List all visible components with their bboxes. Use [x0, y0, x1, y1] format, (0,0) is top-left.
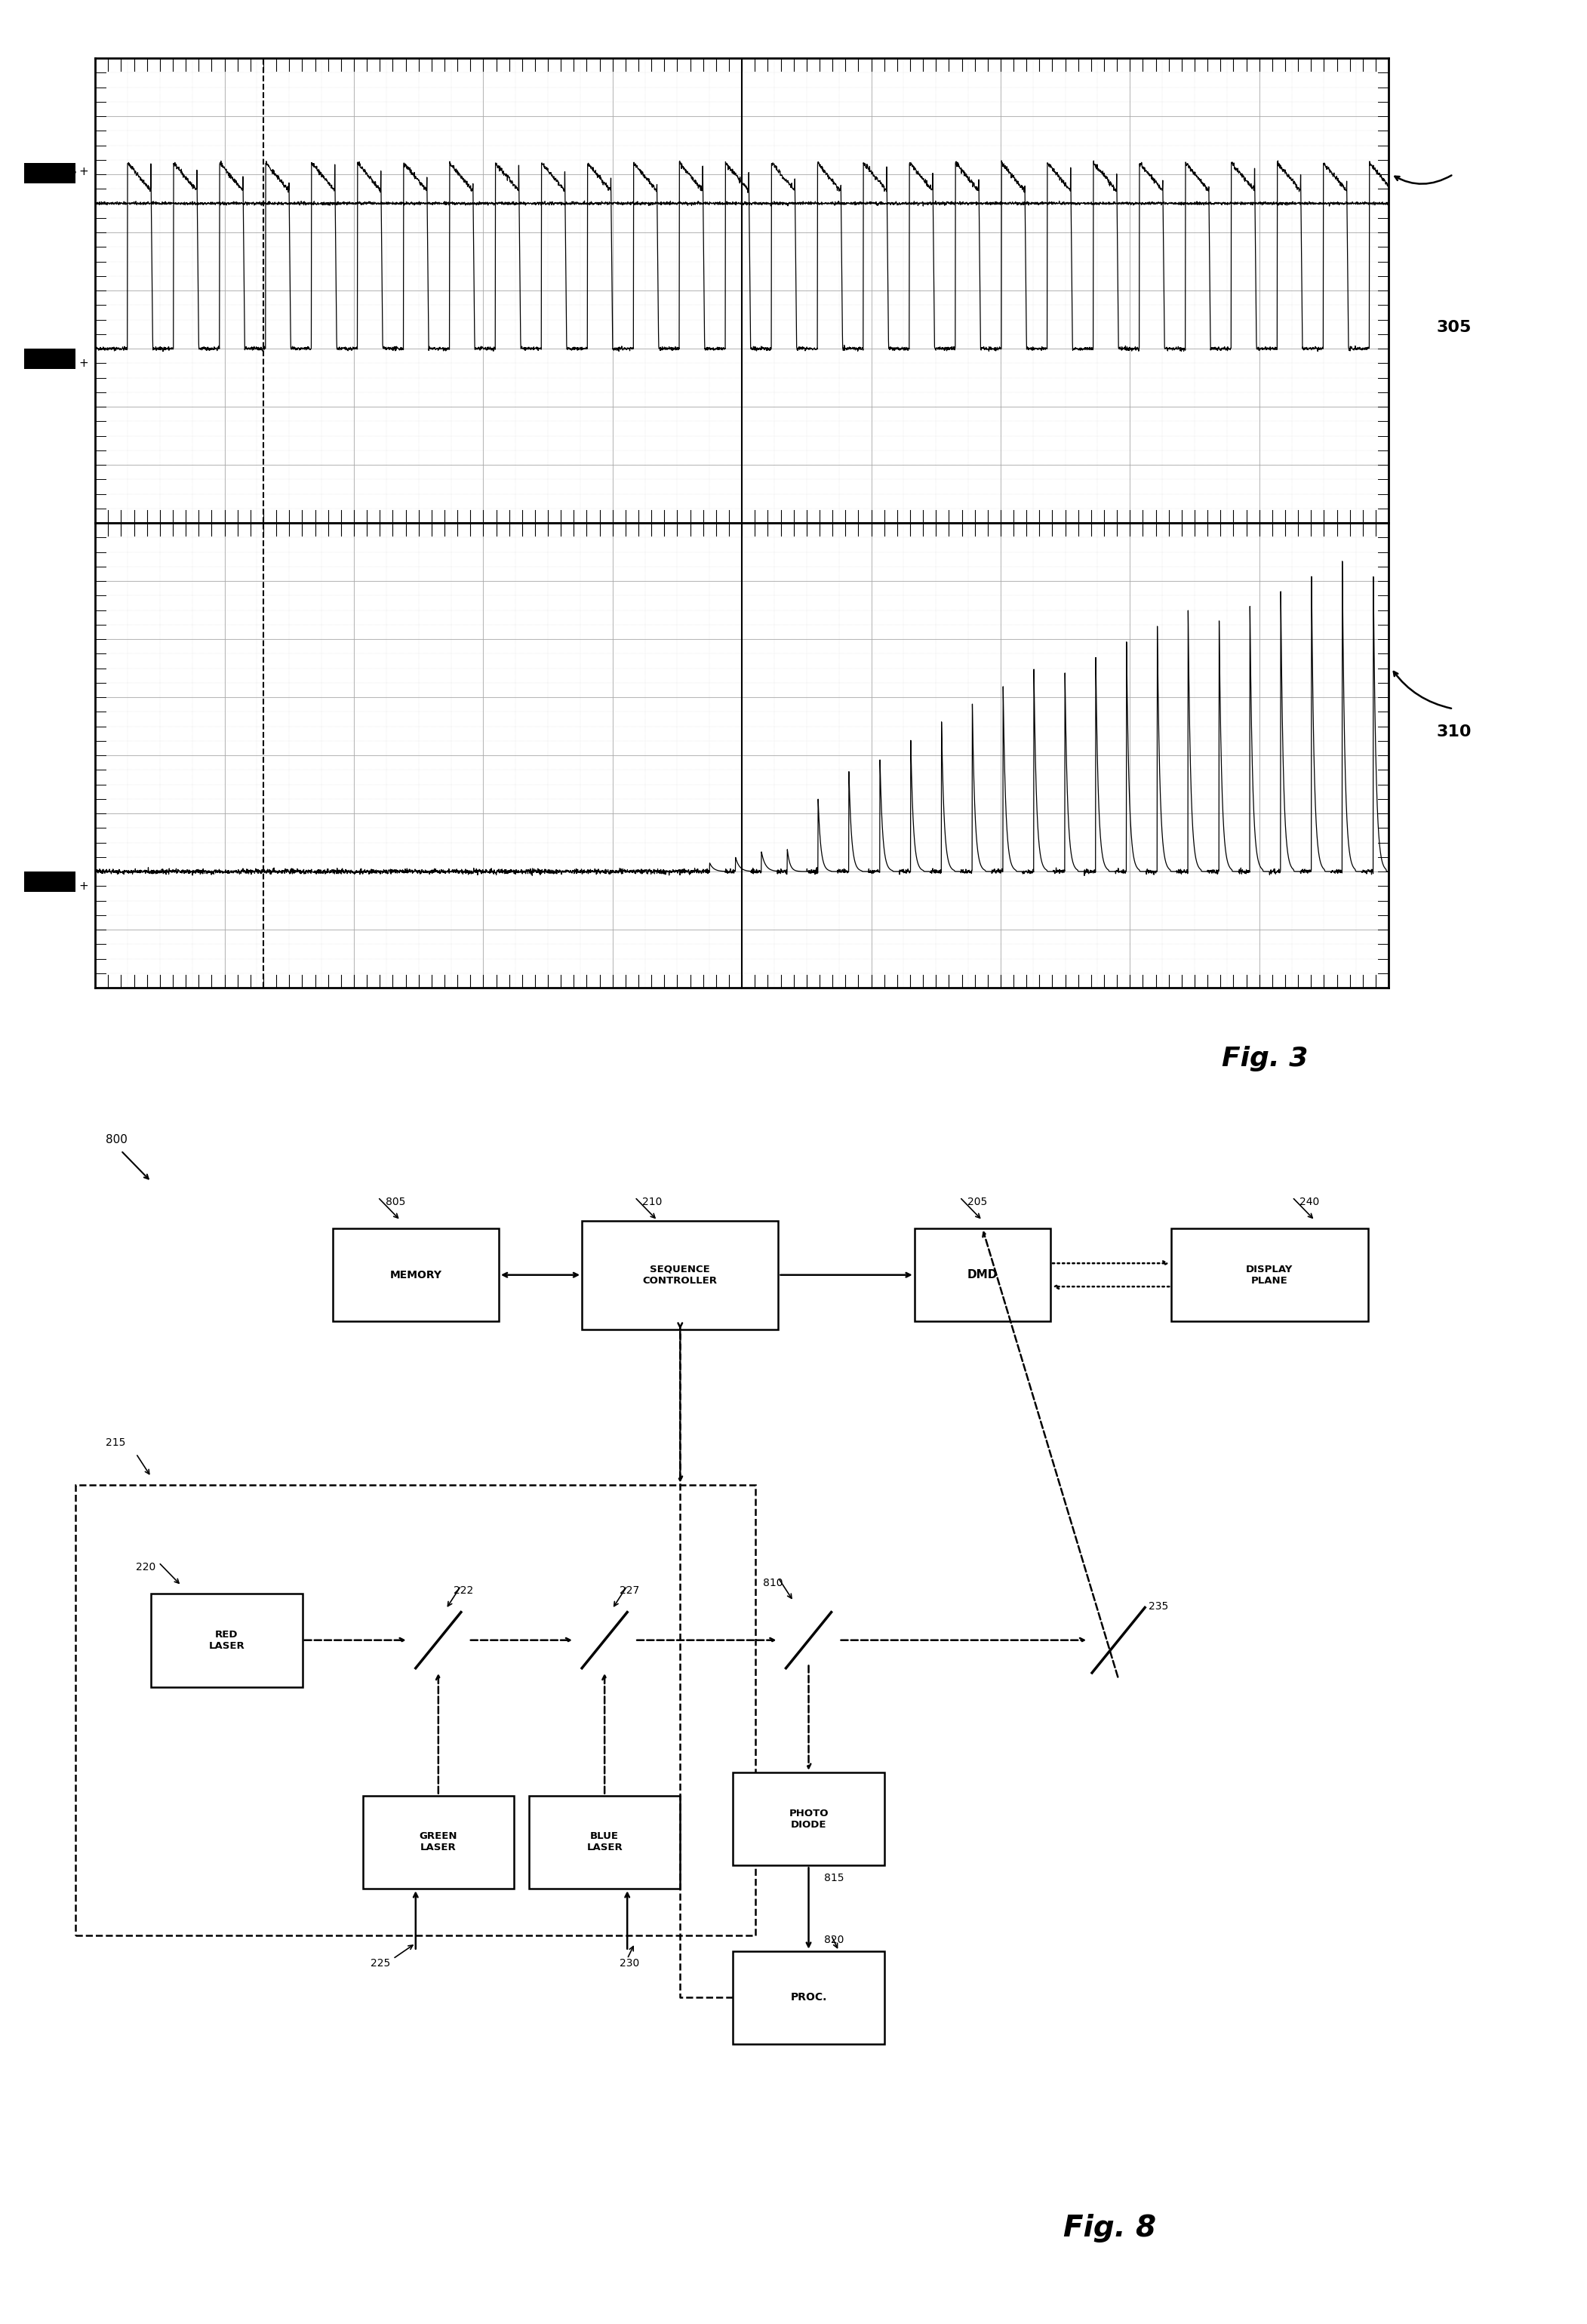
Text: 222: 222: [454, 1585, 473, 1597]
Text: PHOTO
DIODE: PHOTO DIODE: [789, 1808, 828, 1829]
Text: 235: 235: [1149, 1601, 1168, 1611]
Text: Fig. 3: Fig. 3: [1222, 1046, 1308, 1071]
Text: DISPLAY
PLANE: DISPLAY PLANE: [1246, 1264, 1293, 1285]
Text: 225: 225: [370, 1959, 390, 1968]
Text: 210: 210: [643, 1197, 662, 1206]
Text: 215: 215: [106, 1439, 125, 1448]
Text: RED
LASER: RED LASER: [209, 1629, 244, 1650]
Text: 805: 805: [386, 1197, 405, 1206]
FancyBboxPatch shape: [914, 1229, 1051, 1322]
Text: DMD: DMD: [966, 1269, 998, 1281]
Text: PROC.: PROC.: [790, 1992, 827, 2003]
Text: 810: 810: [763, 1578, 784, 1587]
FancyBboxPatch shape: [151, 1594, 302, 1687]
Text: BLUE
LASER: BLUE LASER: [587, 1831, 622, 1852]
Bar: [24, 349, 76, 370]
FancyBboxPatch shape: [333, 1229, 498, 1322]
FancyBboxPatch shape: [733, 1950, 884, 2045]
FancyBboxPatch shape: [363, 1796, 514, 1889]
FancyBboxPatch shape: [582, 1220, 778, 1329]
Text: 227: 227: [619, 1585, 640, 1597]
Text: 240: 240: [1300, 1197, 1320, 1206]
Bar: [24, 163, 76, 184]
FancyBboxPatch shape: [528, 1796, 681, 1889]
Text: GREEN
LASER: GREEN LASER: [419, 1831, 457, 1852]
Text: Fig. 8: Fig. 8: [1063, 2215, 1155, 2243]
Text: 3: 3: [67, 349, 76, 360]
Text: 4: 4: [67, 165, 76, 179]
Text: +: +: [79, 881, 89, 892]
Text: MEMORY: MEMORY: [389, 1269, 441, 1281]
Text: 220: 220: [136, 1562, 156, 1573]
Text: SEQUENCE
CONTROLLER: SEQUENCE CONTROLLER: [643, 1264, 717, 1285]
Bar: [24, 872, 76, 892]
Text: 205: 205: [968, 1197, 987, 1206]
Text: 310: 310: [1436, 725, 1471, 739]
FancyBboxPatch shape: [1171, 1229, 1368, 1322]
Text: 2: 2: [67, 872, 76, 883]
FancyBboxPatch shape: [733, 1773, 884, 1866]
Text: 230: 230: [619, 1959, 640, 1968]
Text: 820: 820: [824, 1936, 844, 1945]
Text: +: +: [79, 165, 89, 177]
Text: 815: 815: [824, 1873, 844, 1882]
Text: +: +: [79, 358, 89, 370]
Text: 305: 305: [1436, 321, 1471, 335]
Text: 800: 800: [106, 1134, 127, 1146]
